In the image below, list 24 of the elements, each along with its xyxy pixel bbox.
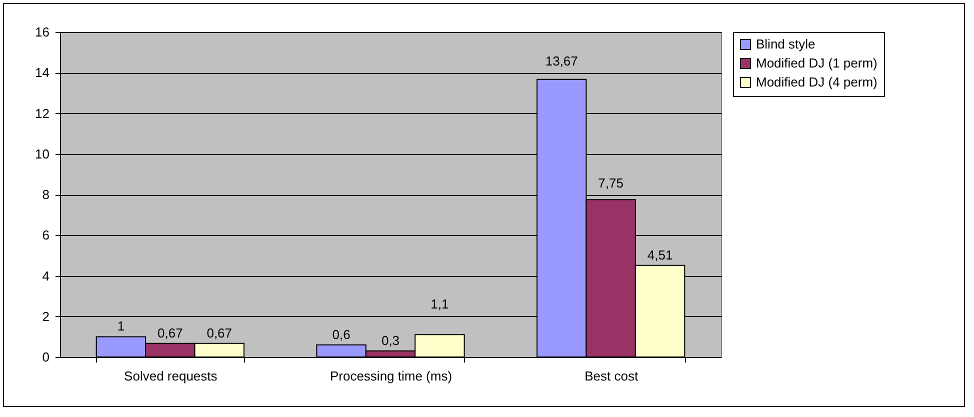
legend-label: Blind style [756,36,816,52]
y-tick-label: 14 [35,65,50,80]
x-tick-label: Processing time (ms) [330,368,452,384]
data-label: 0,67 [206,325,232,340]
y-tick-label: 4 [42,268,50,284]
data-label: 0,3 [381,332,400,348]
data-label: 4,51 [647,247,673,262]
y-tick-label: 12 [35,106,50,121]
y-tick-label: 2 [42,308,50,324]
data-label: 1 [117,318,125,334]
legend-label: Modified DJ (4 perm) [756,74,878,90]
y-tick-label: 10 [35,146,50,162]
y-tick-label: 8 [42,187,50,202]
data-label: 13,67 [545,53,578,68]
y-tick-label: 16 [35,24,50,40]
x-tick-label: Best cost [584,368,638,384]
legend-label: Modified DJ (1 perm) [756,56,878,70]
x-tick-label: Solved requests [124,368,218,384]
data-label: 0,67 [158,325,183,340]
data-label: 7,75 [598,176,624,191]
data-label: 0,6 [332,326,350,342]
y-tick-label: 0 [42,350,50,364]
y-tick-label: 6 [42,228,50,243]
data-label: 1,1 [430,296,449,312]
